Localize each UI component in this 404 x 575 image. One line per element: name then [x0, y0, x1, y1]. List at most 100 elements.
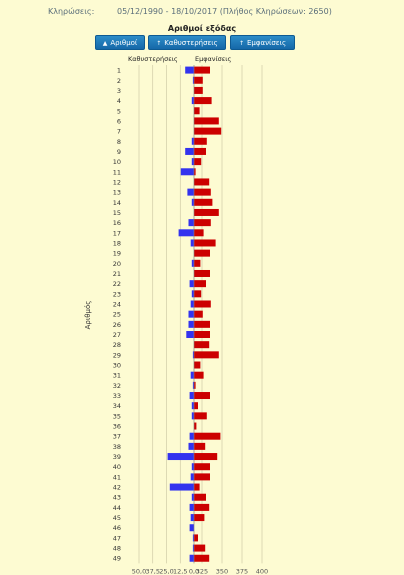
y-axis-label: Αριθμός — [84, 301, 92, 330]
category-label: 48 — [113, 545, 121, 553]
appearance-bar — [194, 453, 218, 461]
delay-bar — [188, 310, 194, 318]
appearance-bar — [194, 331, 210, 339]
delay-bar — [191, 137, 194, 145]
category-label: 32 — [113, 382, 121, 390]
delay-bar — [188, 320, 194, 328]
appearance-bar — [194, 198, 213, 206]
delay-bar — [180, 168, 194, 176]
appearance-bar — [194, 320, 210, 328]
appearance-bar — [194, 259, 201, 267]
category-label: 38 — [113, 443, 121, 451]
left-tick-label: 0,0 — [189, 567, 199, 575]
appearance-bar — [194, 188, 211, 196]
delay-bar — [167, 453, 194, 461]
category-label: 12 — [113, 178, 121, 186]
appearance-bar — [194, 361, 201, 369]
appearance-bar — [194, 137, 207, 145]
category-label: 4 — [117, 97, 121, 105]
category-label: 13 — [113, 189, 121, 197]
category-label: 16 — [113, 219, 121, 227]
category-label: 17 — [113, 229, 121, 237]
delay-bar — [189, 554, 194, 562]
sort-appearances-label: Εμφανίσεις — [246, 39, 287, 47]
appearance-bar — [194, 514, 205, 522]
category-label: 18 — [113, 239, 121, 247]
category-label: 23 — [113, 290, 121, 298]
delay-bar — [189, 503, 194, 511]
delay-bar — [185, 66, 194, 74]
right-tick-label: 350 — [216, 567, 228, 575]
delay-bar — [189, 524, 194, 532]
chart-subtitle: Αριθμοί εξόδας — [167, 24, 237, 33]
delay-bar — [191, 493, 194, 501]
appearance-bar — [194, 432, 221, 440]
appearance-bar — [194, 147, 206, 155]
appearance-bar — [194, 351, 219, 359]
appearance-bar — [194, 473, 210, 481]
appearances-header: Εμφανίσεις — [195, 55, 231, 63]
category-label: 37 — [113, 433, 121, 441]
delay-bar — [192, 381, 194, 389]
right-tick-label: 375 — [236, 567, 248, 575]
appearance-bar — [194, 97, 212, 105]
left-tick-label: 37,5 — [146, 567, 160, 575]
delay-bar — [169, 483, 194, 491]
appearance-bar — [194, 402, 198, 410]
category-label: 33 — [113, 392, 121, 400]
delay-bar — [190, 514, 194, 522]
category-label: 45 — [113, 514, 121, 522]
left-tick-label: 25,0 — [159, 567, 173, 575]
sort-up-icon: ▲ — [102, 40, 108, 47]
delay-bar — [190, 473, 194, 481]
category-label: 46 — [113, 524, 121, 532]
delay-bar — [191, 259, 194, 267]
appearance-bar — [194, 463, 210, 471]
appearance-bar — [194, 544, 206, 552]
appearance-bar — [194, 127, 222, 135]
category-label: 19 — [113, 250, 121, 258]
delay-bar — [192, 544, 194, 552]
sort-arrow-icon: ↑ — [238, 40, 244, 47]
delay-bar — [191, 198, 194, 206]
category-label: 14 — [113, 199, 121, 207]
category-label: 2 — [117, 77, 121, 85]
delay-bar — [190, 300, 194, 308]
category-label: 9 — [117, 148, 121, 156]
sort-buttons: ▲ Αριθμοί ↑ Καθυστερήσεις ↑ Εμφανίσεις — [0, 35, 404, 51]
category-label: 10 — [113, 158, 121, 166]
category-label: 40 — [113, 463, 121, 471]
appearance-bar — [194, 178, 210, 186]
delay-bar — [187, 188, 194, 196]
delay-bar — [189, 280, 194, 288]
appearance-bar — [194, 493, 206, 501]
category-label: 30 — [113, 362, 121, 370]
appearance-bar — [194, 503, 210, 511]
category-label: 24 — [113, 300, 121, 308]
appearance-bar — [194, 219, 211, 227]
delay-bar — [190, 239, 194, 247]
right-tick-label: 400 — [256, 567, 268, 575]
delay-bar — [192, 351, 194, 359]
appearance-bar — [194, 300, 211, 308]
draws-header: Κληρώσεις: 05/12/1990 - 18/10/2017 (Πλήθ… — [0, 5, 404, 19]
delay-bar — [191, 412, 194, 420]
category-label: 34 — [113, 402, 121, 410]
category-label: 8 — [117, 138, 121, 146]
sort-appearances-button[interactable]: ↑ Εμφανίσεις — [230, 35, 295, 50]
appearance-bar — [194, 280, 206, 288]
delay-bar — [190, 371, 194, 379]
appearance-bar — [194, 371, 204, 379]
category-label: 29 — [113, 351, 121, 359]
appearance-bar — [194, 229, 204, 237]
category-label: 22 — [113, 280, 121, 288]
category-label: 42 — [113, 484, 121, 492]
sort-delays-button[interactable]: ↑ Καθυστερήσεις — [148, 35, 226, 50]
delay-bar — [188, 442, 194, 450]
sort-numbers-button[interactable]: ▲ Αριθμοί — [95, 35, 145, 50]
delay-bar — [189, 432, 194, 440]
category-label: 6 — [117, 117, 121, 125]
category-label: 41 — [113, 473, 121, 481]
delay-bar — [186, 331, 194, 339]
category-label: 26 — [113, 321, 121, 329]
